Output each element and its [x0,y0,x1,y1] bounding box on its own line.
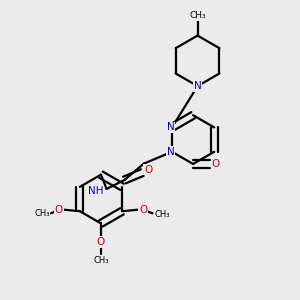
Text: O: O [139,205,147,215]
Text: O: O [144,165,152,175]
Text: O: O [55,205,63,215]
Text: NH: NH [88,186,103,196]
Text: CH₃: CH₃ [155,210,170,219]
Text: N: N [167,147,174,157]
Text: CH₃: CH₃ [189,11,206,20]
Text: O: O [97,237,105,247]
Text: O: O [212,159,220,169]
Text: CH₃: CH₃ [93,256,109,265]
Text: CH₃: CH₃ [34,209,50,218]
Text: N: N [167,122,174,132]
Text: N: N [194,81,201,91]
